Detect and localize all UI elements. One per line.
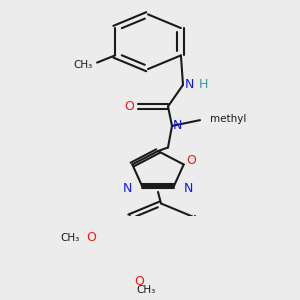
Text: O: O: [187, 154, 196, 167]
Text: O: O: [124, 100, 134, 113]
Text: O: O: [86, 232, 96, 244]
Text: O: O: [134, 275, 144, 288]
Text: N: N: [173, 119, 182, 132]
Text: N: N: [123, 182, 132, 195]
Text: CH₃: CH₃: [61, 233, 80, 243]
Text: CH₃: CH₃: [136, 285, 156, 295]
Text: H: H: [199, 78, 208, 92]
Text: CH₃: CH₃: [74, 61, 93, 70]
Text: N: N: [185, 78, 194, 92]
Text: N: N: [184, 182, 193, 195]
Text: methyl: methyl: [210, 114, 246, 124]
